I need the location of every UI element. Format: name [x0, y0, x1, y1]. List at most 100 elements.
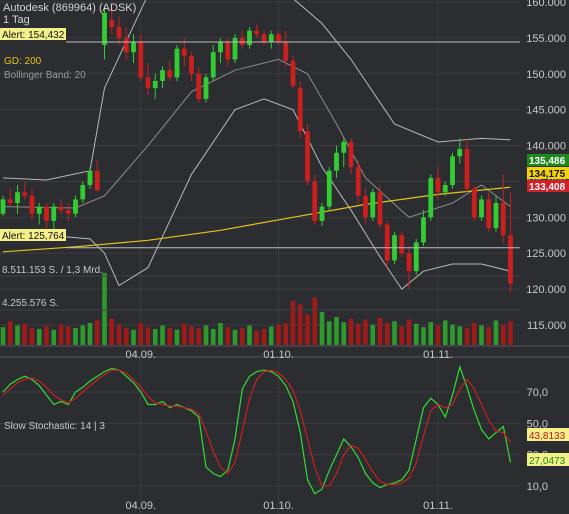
bollinger-upper-line	[2, 0, 511, 181]
candle	[44, 202, 49, 229]
candle-body	[22, 192, 28, 196]
price-y-tick-label: 145.000	[526, 105, 566, 117]
candle-body	[109, 19, 115, 28]
alert-upper-tag-label: Alert: 154,432	[2, 30, 65, 41]
candle	[384, 220, 390, 268]
candle-body	[421, 217, 426, 243]
volume-bar	[276, 324, 281, 345]
volume-bar	[87, 322, 93, 345]
volume-bar	[384, 322, 390, 345]
candle-body	[493, 202, 499, 229]
candle-body	[189, 55, 194, 74]
candle	[428, 174, 434, 221]
candle	[312, 174, 318, 225]
volume-bar	[399, 326, 405, 345]
volume-bar	[247, 325, 252, 345]
volume-bar	[363, 319, 368, 345]
stoch-grid	[0, 357, 520, 514]
volume-bar	[189, 326, 194, 345]
volume-bar	[109, 318, 115, 345]
volume-bar	[319, 311, 325, 345]
volume-bar	[348, 318, 354, 345]
stoch-tag-k-box	[527, 428, 569, 441]
candle-body	[73, 199, 78, 214]
price-tag-ma-label: 134,175	[529, 169, 566, 180]
volume-bar	[196, 328, 202, 345]
volume-bar	[29, 328, 35, 345]
volume-bar	[232, 329, 238, 345]
candle-body	[457, 149, 463, 157]
volume-bar	[58, 324, 64, 345]
stoch-y-ticks: 10,030,050,070,0	[527, 387, 548, 493]
candle	[102, 5, 107, 60]
volume-bar	[0, 327, 6, 345]
candle-body	[131, 41, 136, 53]
stoch-y-tick-label: 10,0	[527, 481, 548, 493]
candle	[123, 27, 129, 60]
volume-bar	[73, 328, 78, 345]
stoch-series-k	[2, 364, 512, 495]
candle	[189, 52, 194, 81]
candle	[290, 55, 296, 89]
candle	[399, 231, 405, 257]
volume-bar	[435, 325, 441, 345]
candle-body	[363, 195, 368, 218]
stoch-tag-d-label: 27,0473	[529, 456, 566, 467]
candle	[297, 80, 303, 139]
volume-bar	[464, 328, 470, 345]
volume-bar	[7, 321, 13, 345]
bollinger-bands	[2, 0, 511, 290]
candle	[363, 188, 368, 225]
candle	[116, 16, 122, 46]
price-y-tick-label: 150.000	[526, 69, 566, 81]
candle-body	[290, 60, 296, 86]
candle	[196, 66, 202, 103]
candle-body	[464, 149, 470, 189]
candle	[22, 181, 28, 200]
stoch-tag-k-label: 43,8133	[529, 431, 566, 442]
candle	[167, 59, 173, 81]
volume-bar	[457, 326, 463, 345]
candle-body	[355, 167, 361, 196]
candle	[479, 195, 484, 221]
candle	[341, 138, 347, 168]
volume-bar	[305, 314, 310, 345]
candle-body	[348, 141, 354, 168]
candle-body	[370, 192, 376, 218]
volume-bar	[225, 327, 231, 345]
candle-body	[225, 41, 231, 60]
volume-bars	[0, 273, 520, 345]
volume-bar	[471, 322, 477, 345]
volume-bar	[500, 324, 506, 345]
volume-bar	[203, 325, 209, 345]
candle-body	[384, 224, 390, 261]
candle-body	[268, 34, 274, 42]
candle	[442, 181, 448, 196]
candle	[268, 30, 274, 49]
candle	[450, 152, 455, 189]
price-y-tick-label: 140.000	[526, 141, 566, 153]
candle	[261, 30, 267, 46]
volume-bar	[486, 327, 492, 345]
candle-body	[65, 210, 71, 214]
volume-bar	[210, 328, 216, 345]
volume-bar	[428, 322, 434, 345]
volume-bar	[51, 329, 57, 345]
candle-body	[102, 12, 107, 46]
price-y-tick-label: 125.000	[526, 248, 566, 260]
candle	[210, 45, 216, 81]
volume-bar	[479, 325, 484, 345]
stoch-tag-d-box	[527, 453, 569, 466]
candle	[334, 145, 339, 178]
candle	[413, 238, 419, 275]
volume-bar	[355, 323, 361, 345]
alert-lower-tag-box	[0, 229, 66, 241]
ma200-line	[2, 186, 511, 253]
candle	[225, 37, 231, 67]
alert-upper-tag: Alert: 154,432	[0, 28, 66, 41]
volume-bar	[44, 326, 49, 345]
candle-body	[160, 70, 165, 81]
price-y-tick-label: 115.000	[527, 320, 566, 332]
candle-body	[94, 170, 100, 191]
